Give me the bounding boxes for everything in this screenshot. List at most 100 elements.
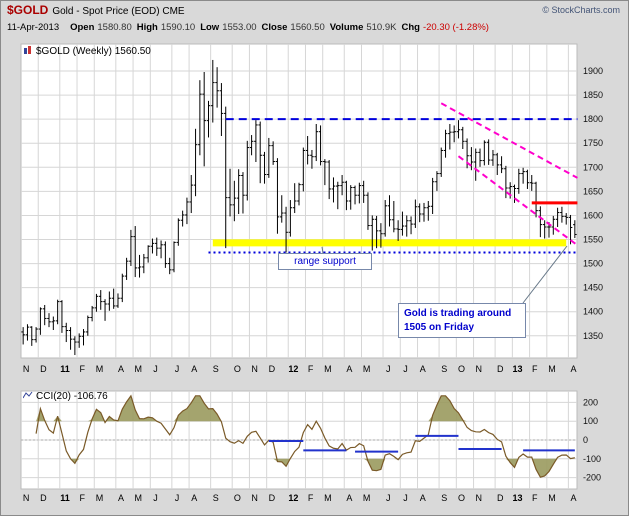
line-chart-icon xyxy=(22,390,33,403)
svg-text:D: D xyxy=(40,364,47,374)
svg-text:A: A xyxy=(118,364,124,374)
svg-text:M: M xyxy=(134,364,142,374)
symbol: $GOLD xyxy=(7,3,49,17)
price-legend: $GOLD (Weekly) 1560.50 xyxy=(23,45,151,58)
svg-text:F: F xyxy=(79,493,85,503)
svg-text:1550: 1550 xyxy=(583,235,603,245)
svg-text:J: J xyxy=(403,493,408,503)
svg-text:N: N xyxy=(23,493,30,503)
svg-text:J: J xyxy=(175,364,180,374)
svg-text:12: 12 xyxy=(288,364,298,374)
svg-text:11: 11 xyxy=(60,364,70,374)
svg-text:M: M xyxy=(363,493,371,503)
annotation-range-support: range support xyxy=(278,253,372,270)
svg-text:N: N xyxy=(251,493,258,503)
quote-date: 11-Apr-2013 xyxy=(7,22,60,33)
chg-label: Chg xyxy=(401,22,420,33)
svg-text:M: M xyxy=(363,364,371,374)
svg-text:1700: 1700 xyxy=(583,162,603,172)
svg-text:D: D xyxy=(497,364,504,374)
volume-label: Volume xyxy=(329,22,364,33)
svg-text:1350: 1350 xyxy=(583,331,603,341)
svg-text:M: M xyxy=(96,493,104,503)
volume-value: 510.9K xyxy=(366,22,397,33)
svg-text:100: 100 xyxy=(583,416,598,426)
price-chart-panel: 1900 1850 1800 1750 1700 1650 1600 1550 1500 1450… xyxy=(20,43,603,374)
svg-text:A: A xyxy=(346,493,352,503)
svg-text:A: A xyxy=(571,493,577,503)
svg-text:J: J xyxy=(403,364,408,374)
svg-text:D: D xyxy=(497,493,504,503)
close-label: Close xyxy=(261,22,288,33)
svg-text:O: O xyxy=(234,364,241,374)
svg-text:1400: 1400 xyxy=(583,307,603,317)
price-bars-layer xyxy=(21,59,577,356)
svg-text:S: S xyxy=(213,493,219,503)
chart-title: Gold - Spot Price (EOD) CME xyxy=(52,6,185,17)
svg-text:1450: 1450 xyxy=(583,283,603,293)
low-label: Low xyxy=(200,22,220,33)
svg-text:N: N xyxy=(23,364,30,374)
chg-value: -20.30 (-1.28%) xyxy=(422,22,489,33)
svg-text:1500: 1500 xyxy=(583,259,603,269)
svg-text:J: J xyxy=(175,493,180,503)
svg-text:-100: -100 xyxy=(583,454,601,464)
svg-text:1600: 1600 xyxy=(583,210,603,220)
svg-text:1800: 1800 xyxy=(583,114,603,124)
svg-text:1850: 1850 xyxy=(583,90,603,100)
copyright: © StockCharts.com xyxy=(542,5,620,15)
svg-text:A: A xyxy=(420,364,426,374)
svg-text:D: D xyxy=(269,493,276,503)
svg-text:S: S xyxy=(213,364,219,374)
svg-text:M: M xyxy=(548,493,556,503)
svg-text:A: A xyxy=(118,493,124,503)
svg-text:A: A xyxy=(420,493,426,503)
svg-text:F: F xyxy=(308,493,314,503)
svg-text:1650: 1650 xyxy=(583,186,603,196)
bar-chart-icon xyxy=(23,45,33,58)
high-value: 1590.10 xyxy=(160,22,196,33)
svg-text:D: D xyxy=(40,493,47,503)
annotation-friday-note: Gold is trading around 1505 on Friday xyxy=(398,303,526,338)
cci-legend-text: CCI(20) -106.76 xyxy=(36,391,108,402)
svg-text:S: S xyxy=(441,493,447,503)
svg-text:1900: 1900 xyxy=(583,66,603,76)
svg-text:A: A xyxy=(571,364,577,374)
svg-text:-200: -200 xyxy=(583,473,601,483)
svg-text:1750: 1750 xyxy=(583,138,603,148)
svg-text:J: J xyxy=(153,493,158,503)
svg-text:O: O xyxy=(458,493,465,503)
svg-text:J: J xyxy=(153,364,158,374)
open-value: 1580.80 xyxy=(97,22,132,33)
svg-text:13: 13 xyxy=(513,364,523,374)
svg-text:O: O xyxy=(234,493,241,503)
quote-row: 11-Apr-2013 Open 1580.80 High 1590.10 Low 1553… xyxy=(7,22,489,33)
svg-text:F: F xyxy=(532,364,538,374)
svg-text:O: O xyxy=(458,364,465,374)
low-value: 1553.00 xyxy=(222,22,257,33)
svg-text:J: J xyxy=(386,364,391,374)
svg-text:J: J xyxy=(386,493,391,503)
svg-text:D: D xyxy=(269,364,276,374)
svg-text:0: 0 xyxy=(583,435,588,445)
svg-text:A: A xyxy=(346,364,352,374)
svg-text:A: A xyxy=(191,493,197,503)
svg-text:A: A xyxy=(191,364,197,374)
svg-text:12: 12 xyxy=(288,493,298,503)
svg-text:M: M xyxy=(324,364,332,374)
svg-text:11: 11 xyxy=(60,493,70,503)
svg-text:N: N xyxy=(475,364,482,374)
svg-text:M: M xyxy=(548,364,556,374)
svg-text:S: S xyxy=(441,364,447,374)
chart-header: $GOLD Gold - Spot Price (EOD) CME xyxy=(7,3,185,17)
svg-text:F: F xyxy=(79,364,85,374)
svg-text:N: N xyxy=(251,364,258,374)
svg-text:13: 13 xyxy=(513,493,523,503)
cci-legend: CCI(20) -106.76 xyxy=(22,390,108,403)
svg-text:M: M xyxy=(96,364,104,374)
svg-text:F: F xyxy=(532,493,538,503)
svg-text:200: 200 xyxy=(583,397,598,407)
close-value: 1560.50 xyxy=(290,22,325,33)
